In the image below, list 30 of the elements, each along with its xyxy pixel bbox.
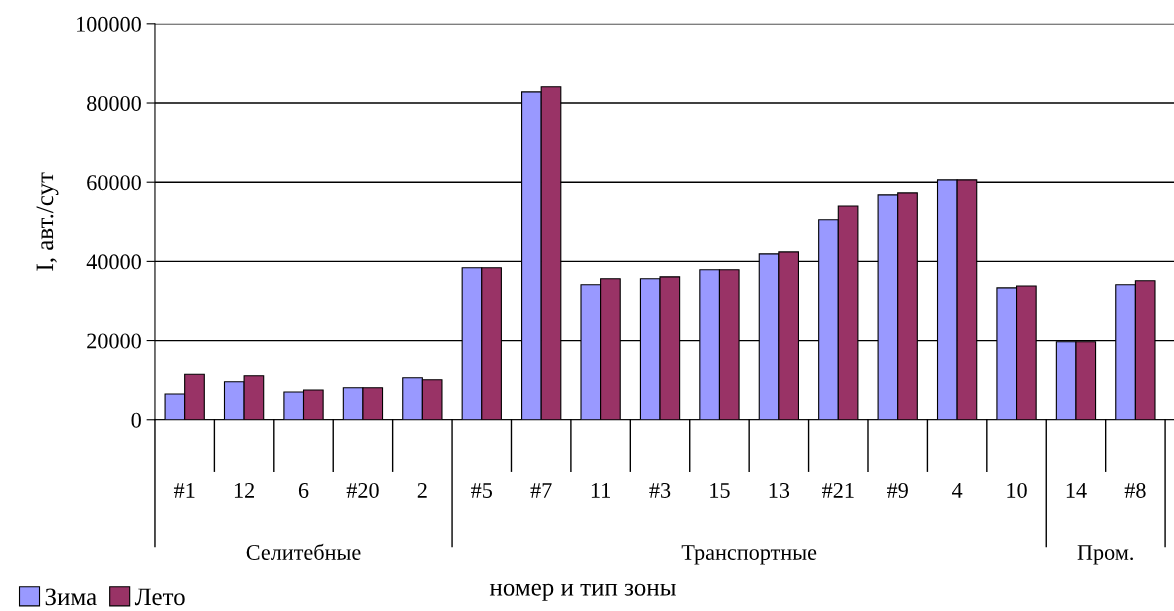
x-tick-label: #1 [173,483,195,498]
x-axis-title: номер и тип зоны [489,583,676,601]
x-tick-label: 6 [298,482,309,498]
x-tick-label: #7 [530,483,552,498]
legend-label: Лето [134,588,185,606]
x-tick-label: #5 [471,483,493,498]
x-tick-label: #3 [649,482,671,498]
legend-label: Зима [45,588,97,606]
x-tick-label: 2 [417,482,427,498]
x-tick-label: 15 [710,483,730,498]
y-tick-label: 20000 [87,333,141,349]
text: Пром. [1077,545,1133,565]
x-tick-label: #21 [822,482,854,498]
x-tick-label: 10 [1007,482,1027,498]
y-tick-label: 40000 [86,254,141,270]
y-tick-label: 60000 [87,175,141,191]
y-axis-title: I, авт./сут [36,172,59,271]
y-tick-label: 80000 [87,95,141,111]
y-tick-label: 0 [131,412,141,428]
x-tick-label: 11 [591,483,610,498]
text: Селитебные [246,543,361,560]
x-tick-label: #8 [1124,482,1146,498]
x-tick-label: 12 [234,482,254,498]
x-tick-label: 14 [1066,483,1087,498]
x-tick-label: #20 [346,482,379,498]
y-tick-label: 100000 [77,16,141,32]
x-tick-label: #9 [886,482,908,498]
text: Транспортные [681,545,817,565]
x-tick-label: 13 [769,482,790,498]
x-tick-label: 4 [952,483,963,498]
